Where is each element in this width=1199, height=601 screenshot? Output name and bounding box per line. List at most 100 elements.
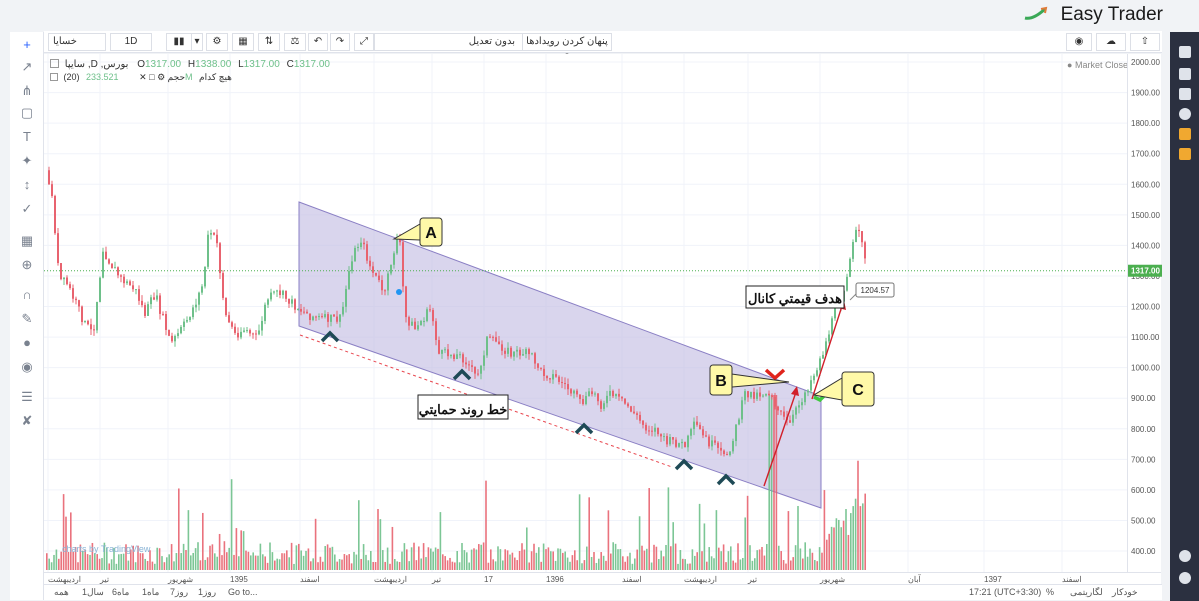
candle-body bbox=[174, 335, 176, 342]
volume-bar bbox=[802, 558, 804, 570]
chart-type-button[interactable]: ▮▮ bbox=[166, 33, 192, 51]
volume-bar bbox=[782, 560, 785, 570]
goto-button[interactable]: Go to... bbox=[228, 587, 258, 597]
volume-bar bbox=[324, 546, 326, 570]
symbol-search-input[interactable]: خسایا bbox=[48, 33, 106, 51]
volume-bar bbox=[463, 550, 466, 570]
volume-bar bbox=[588, 497, 590, 570]
candle-body bbox=[654, 427, 656, 432]
compare-button[interactable]: ⇅ bbox=[258, 33, 280, 51]
undo-icon[interactable]: ↶ bbox=[308, 33, 328, 51]
volume-bar bbox=[598, 558, 600, 570]
volume-bar bbox=[446, 560, 449, 570]
adjust-select[interactable]: بدون تعديل bbox=[374, 33, 534, 51]
indicators-button[interactable]: ▦ bbox=[232, 33, 254, 51]
candle-body bbox=[357, 246, 359, 248]
chat-icon[interactable] bbox=[1179, 550, 1191, 562]
candle-body bbox=[447, 349, 449, 357]
chart-canvas[interactable]: A B C خط روند حمايتي هدف قيمتي كانال 1204.57 c… bbox=[44, 54, 1127, 572]
news-icon[interactable] bbox=[1179, 88, 1191, 100]
measure-icon[interactable]: ▦ bbox=[20, 233, 34, 248]
candle-body bbox=[414, 321, 416, 330]
volume-bar bbox=[758, 549, 761, 570]
candle-body bbox=[798, 405, 800, 408]
legend-high: 1338.00 bbox=[195, 59, 232, 70]
candle-body bbox=[477, 373, 479, 375]
settings-gear-icon[interactable]: ⚙ bbox=[206, 33, 228, 51]
candle-body bbox=[555, 374, 557, 377]
balance-icon[interactable]: ⚖ bbox=[284, 33, 306, 51]
fullscreen-icon[interactable]: ⤢ bbox=[354, 33, 374, 51]
candle-body bbox=[831, 318, 833, 335]
volume-bar bbox=[458, 562, 461, 570]
pitchfork-icon[interactable]: ⋔ bbox=[21, 83, 33, 98]
stats-icon[interactable] bbox=[1179, 148, 1191, 160]
trendline-icon[interactable]: ↗ bbox=[21, 59, 33, 74]
pattern-icon[interactable]: ✦ bbox=[21, 153, 33, 168]
range-1d[interactable]: 1روز bbox=[198, 587, 217, 597]
range-7d[interactable]: 7روز bbox=[170, 587, 189, 597]
interval-select[interactable]: 1D bbox=[110, 33, 152, 51]
volume-bar bbox=[605, 560, 607, 570]
binoculars-icon[interactable] bbox=[1179, 128, 1191, 140]
range-1y[interactable]: 1سال bbox=[82, 587, 104, 597]
calendar-icon[interactable] bbox=[1179, 68, 1191, 80]
help-icon[interactable] bbox=[1179, 572, 1191, 584]
volume-bar bbox=[139, 553, 142, 570]
volume-bar bbox=[305, 550, 307, 570]
candle-body bbox=[204, 266, 206, 287]
candle-body bbox=[363, 242, 365, 245]
market-status-label: Market Closed bbox=[1074, 60, 1133, 70]
support-line-label-label: خط روند حمايتي bbox=[419, 402, 508, 418]
chart-pane[interactable]: A B C خط روند حمايتي هدف قيمتي كانال 1204.57 c… bbox=[44, 54, 1133, 572]
range-6m[interactable]: 6ماه bbox=[112, 587, 130, 597]
camera-icon[interactable]: ◉ bbox=[1066, 33, 1092, 51]
pencil-lock-icon[interactable]: ✎ bbox=[21, 311, 33, 326]
volume-bar bbox=[422, 543, 425, 570]
range-all[interactable]: همه bbox=[54, 587, 69, 597]
text-icon[interactable]: T bbox=[23, 129, 31, 144]
volume-bar bbox=[293, 563, 295, 570]
volume-settings-icon[interactable]: ⚙ □ ✕ bbox=[139, 72, 166, 82]
cloud-upload-icon[interactable]: ⇧ bbox=[1130, 33, 1160, 51]
check-icon[interactable]: ✓ bbox=[21, 201, 33, 216]
zoom-in-icon[interactable]: ⊕ bbox=[21, 257, 33, 272]
eye-visibility-icon[interactable]: ◉ bbox=[21, 359, 33, 374]
collapse-volume-icon[interactable] bbox=[50, 73, 58, 81]
hide-events-button[interactable]: پنهان کردن رویدادها ◉ bbox=[522, 33, 612, 63]
volume-bar bbox=[259, 543, 262, 570]
lock-icon[interactable]: ● bbox=[23, 335, 31, 350]
candle-body bbox=[159, 295, 161, 314]
watchlist-icon[interactable] bbox=[1179, 46, 1191, 58]
chart-type-dropdown[interactable]: ▾ bbox=[191, 33, 203, 51]
time-axis[interactable]: اردیبهشت تیر شهریور 1395 اسفند اردیبهشت تیر 17 1… bbox=[44, 572, 1161, 584]
magnet-icon[interactable]: ∩ bbox=[22, 287, 32, 302]
chart-toolbar: خسایا 1D ▮▮ ▾ ⚙ ▦ ⇅ ⚖ ↶ ↷ ⤢ بدون تعديل پ… bbox=[44, 31, 1162, 63]
candle-body bbox=[519, 349, 521, 356]
candle-body bbox=[48, 170, 50, 185]
auto-toggle[interactable]: خودکار bbox=[1112, 587, 1138, 597]
price-axis[interactable]: 2000.00 1900.00 1800.00 1700.00 1600.00 1500.… bbox=[1127, 54, 1162, 572]
volume-bar bbox=[252, 552, 254, 570]
volume-value: 233.521M bbox=[86, 72, 193, 82]
layers-icon[interactable]: ☰ bbox=[21, 389, 33, 404]
collapse-legend-icon[interactable] bbox=[50, 59, 59, 68]
percent-toggle[interactable]: % bbox=[1046, 587, 1055, 597]
range-1m[interactable]: 1ماه bbox=[142, 587, 160, 597]
candle-body bbox=[615, 393, 617, 397]
prediction-icon[interactable]: ↕ bbox=[23, 177, 31, 192]
volume-bar bbox=[821, 552, 823, 570]
trash-icon[interactable]: ✘ bbox=[21, 413, 33, 428]
legend-title: سایپا ,D ,بورس bbox=[64, 59, 129, 70]
volume-bar bbox=[149, 550, 151, 570]
volume-bar bbox=[310, 561, 312, 570]
log-toggle[interactable]: لگاریتمی bbox=[1070, 587, 1103, 597]
volume-bar bbox=[362, 544, 365, 570]
time-tick-label: 1397 bbox=[984, 575, 1002, 584]
rectangle-icon[interactable]: ▢ bbox=[20, 105, 34, 120]
volume-bar bbox=[547, 547, 550, 570]
globe-icon[interactable] bbox=[1179, 108, 1191, 120]
cloud-icon[interactable]: ☁ bbox=[1096, 33, 1126, 51]
crosshair-icon[interactable]: + bbox=[23, 37, 31, 52]
redo-icon[interactable]: ↷ bbox=[330, 33, 350, 51]
